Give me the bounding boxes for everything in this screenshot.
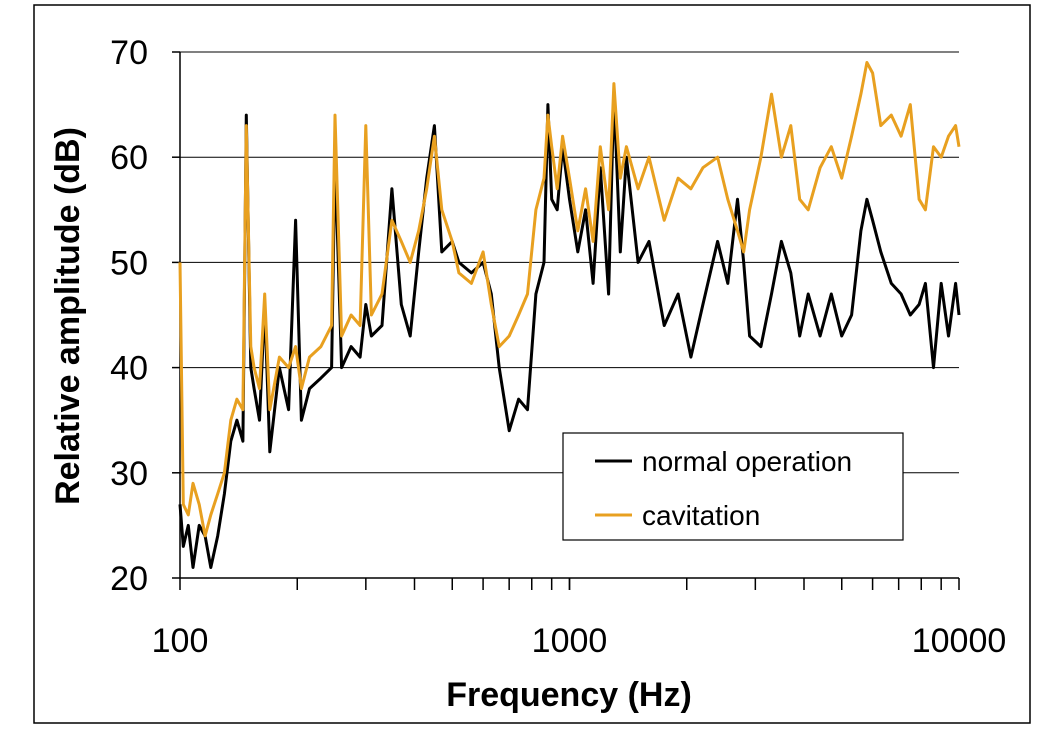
y-tick-label-70: 70 (110, 34, 148, 72)
y-tick-label-30: 30 (110, 455, 148, 493)
y-tick-label-50: 50 (110, 244, 148, 282)
x-tick-label-100: 100 (152, 622, 209, 660)
legend-box (562, 432, 904, 541)
x-tick-label-1000: 1000 (532, 622, 608, 660)
x-axis-title: Frequency (Hz) (446, 676, 692, 714)
y-tick-label-60: 60 (110, 139, 148, 177)
legend: normal operation cavitation (562, 432, 904, 541)
series-line-cavitation (178, 61, 961, 538)
legend-label-cavitation: cavitation (642, 500, 760, 531)
y-tick-label-20: 20 (110, 560, 148, 598)
y-axis-title: Relative amplitude (dB) (49, 127, 87, 505)
tick-labels: 20 30 40 50 60 70 100 1000 10000 (110, 34, 1006, 660)
legend-label-normal-operation: normal operation (642, 446, 852, 477)
y-tick-label-40: 40 (110, 350, 148, 388)
x-tick-label-10000: 10000 (912, 622, 1007, 660)
series-lines (178, 61, 961, 569)
